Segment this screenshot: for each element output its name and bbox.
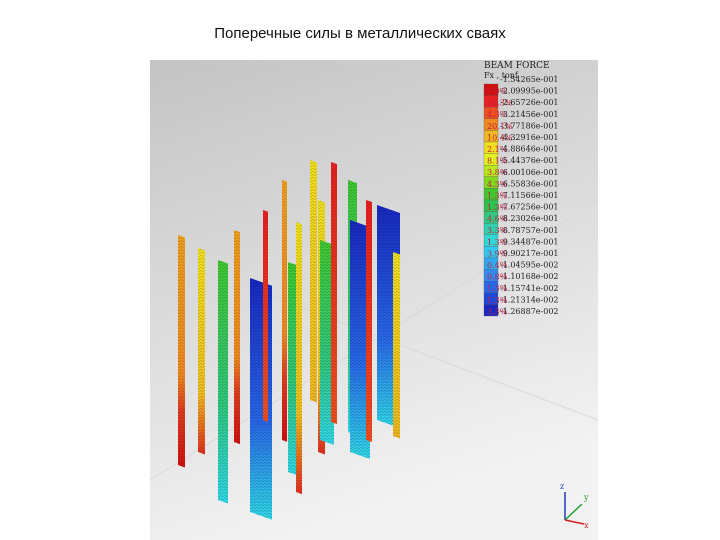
legend-percent: 4.6%	[487, 215, 508, 224]
pile-mesh	[320, 240, 334, 445]
pile-mesh	[350, 220, 370, 459]
legend-value: -4.88646e-001	[500, 145, 559, 154]
legend-value: -1.54265e-001	[500, 75, 559, 84]
legend-value: -2.65726e-001	[500, 98, 559, 107]
slide-title: Поперечные силы в металлических сваях	[214, 25, 506, 42]
legend-value: -8.78757e-001	[500, 226, 559, 235]
pile-mesh	[366, 200, 372, 443]
legend-percent: 1.3%	[487, 284, 508, 293]
piles	[178, 160, 400, 520]
legend-value: -3.21456e-001	[500, 110, 559, 119]
legend-percent: 3.9%	[487, 249, 508, 258]
axis-y-label: y	[583, 493, 589, 502]
legend-value: -1.26887e-002	[500, 307, 559, 316]
legend-value: -1.21314e-002	[500, 295, 559, 304]
pile-mesh	[218, 260, 228, 504]
legend-value: -6.00106e-001	[500, 168, 559, 177]
legend-percent: 4.3%	[487, 180, 508, 189]
legend-percent: 1.3%	[487, 238, 508, 247]
legend-value: -3.77186e-001	[500, 121, 559, 130]
legend: BEAM FORCE Fx , tonf 7.9% 28.3% 4.3% 20.1% 1…	[483, 61, 559, 317]
legend-percent: 1.3%	[487, 203, 508, 212]
legend-value: -2.09995e-001	[500, 87, 559, 96]
axis-x-label: x	[584, 521, 589, 530]
axis-z-label: z	[560, 482, 564, 491]
legend-percent: 1.3%	[487, 191, 508, 200]
legend-title: BEAM FORCE	[484, 61, 550, 71]
legend-value: -4.32916e-001	[500, 133, 559, 142]
axis-triad: z y x	[560, 482, 589, 530]
legend-percent: 1.3%	[487, 296, 508, 305]
pile-mesh	[393, 252, 400, 439]
legend-value: -7.67256e-001	[500, 203, 559, 212]
legend-unit: Fx , tonf	[484, 71, 519, 80]
axis-x	[564, 519, 585, 525]
legend-percent: 3.8%	[487, 168, 508, 177]
legend-value: -9.34487e-001	[500, 237, 559, 246]
legend-percent: 3.3%	[487, 307, 508, 316]
legend-percent: 0.4%	[487, 261, 508, 270]
legend-percent: 3.3%	[487, 226, 508, 235]
pile-mesh	[198, 248, 205, 455]
pile-mesh	[296, 222, 302, 495]
legend-percent: 2.1%	[487, 145, 508, 154]
legend-percent: 7.9%	[487, 87, 508, 96]
pile-mesh	[234, 230, 240, 445]
legend-percent: 4.3%	[487, 110, 508, 119]
legend-value: -7.11566e-001	[500, 191, 559, 200]
legend-value: -8.23026e-001	[500, 214, 559, 223]
legend-percent: 8.1%	[487, 157, 508, 166]
legend-percent: 28.3%	[487, 99, 513, 108]
legend-value: -1.04595e-002	[500, 261, 559, 270]
legend-value: -1.15741e-002	[500, 284, 559, 293]
legend-value: -9.90217e-001	[500, 249, 559, 258]
pile-mesh	[331, 162, 337, 425]
axis-y	[564, 503, 583, 521]
legend-value: -5.44376e-001	[500, 156, 559, 165]
legend-percent: 10.4%	[487, 133, 513, 142]
pile-mesh	[263, 210, 268, 422]
pile-mesh	[282, 180, 287, 442]
legend-value: -1.10168e-002	[500, 272, 559, 281]
legend-swatch	[483, 304, 499, 317]
pile-mesh	[250, 278, 272, 520]
pile-mesh	[178, 235, 185, 468]
legend-percent: 20.1%	[487, 122, 513, 131]
pile-mesh	[310, 160, 317, 403]
legend-percent: 0.8%	[487, 273, 508, 282]
legend-value: -6.55836e-001	[500, 179, 559, 188]
